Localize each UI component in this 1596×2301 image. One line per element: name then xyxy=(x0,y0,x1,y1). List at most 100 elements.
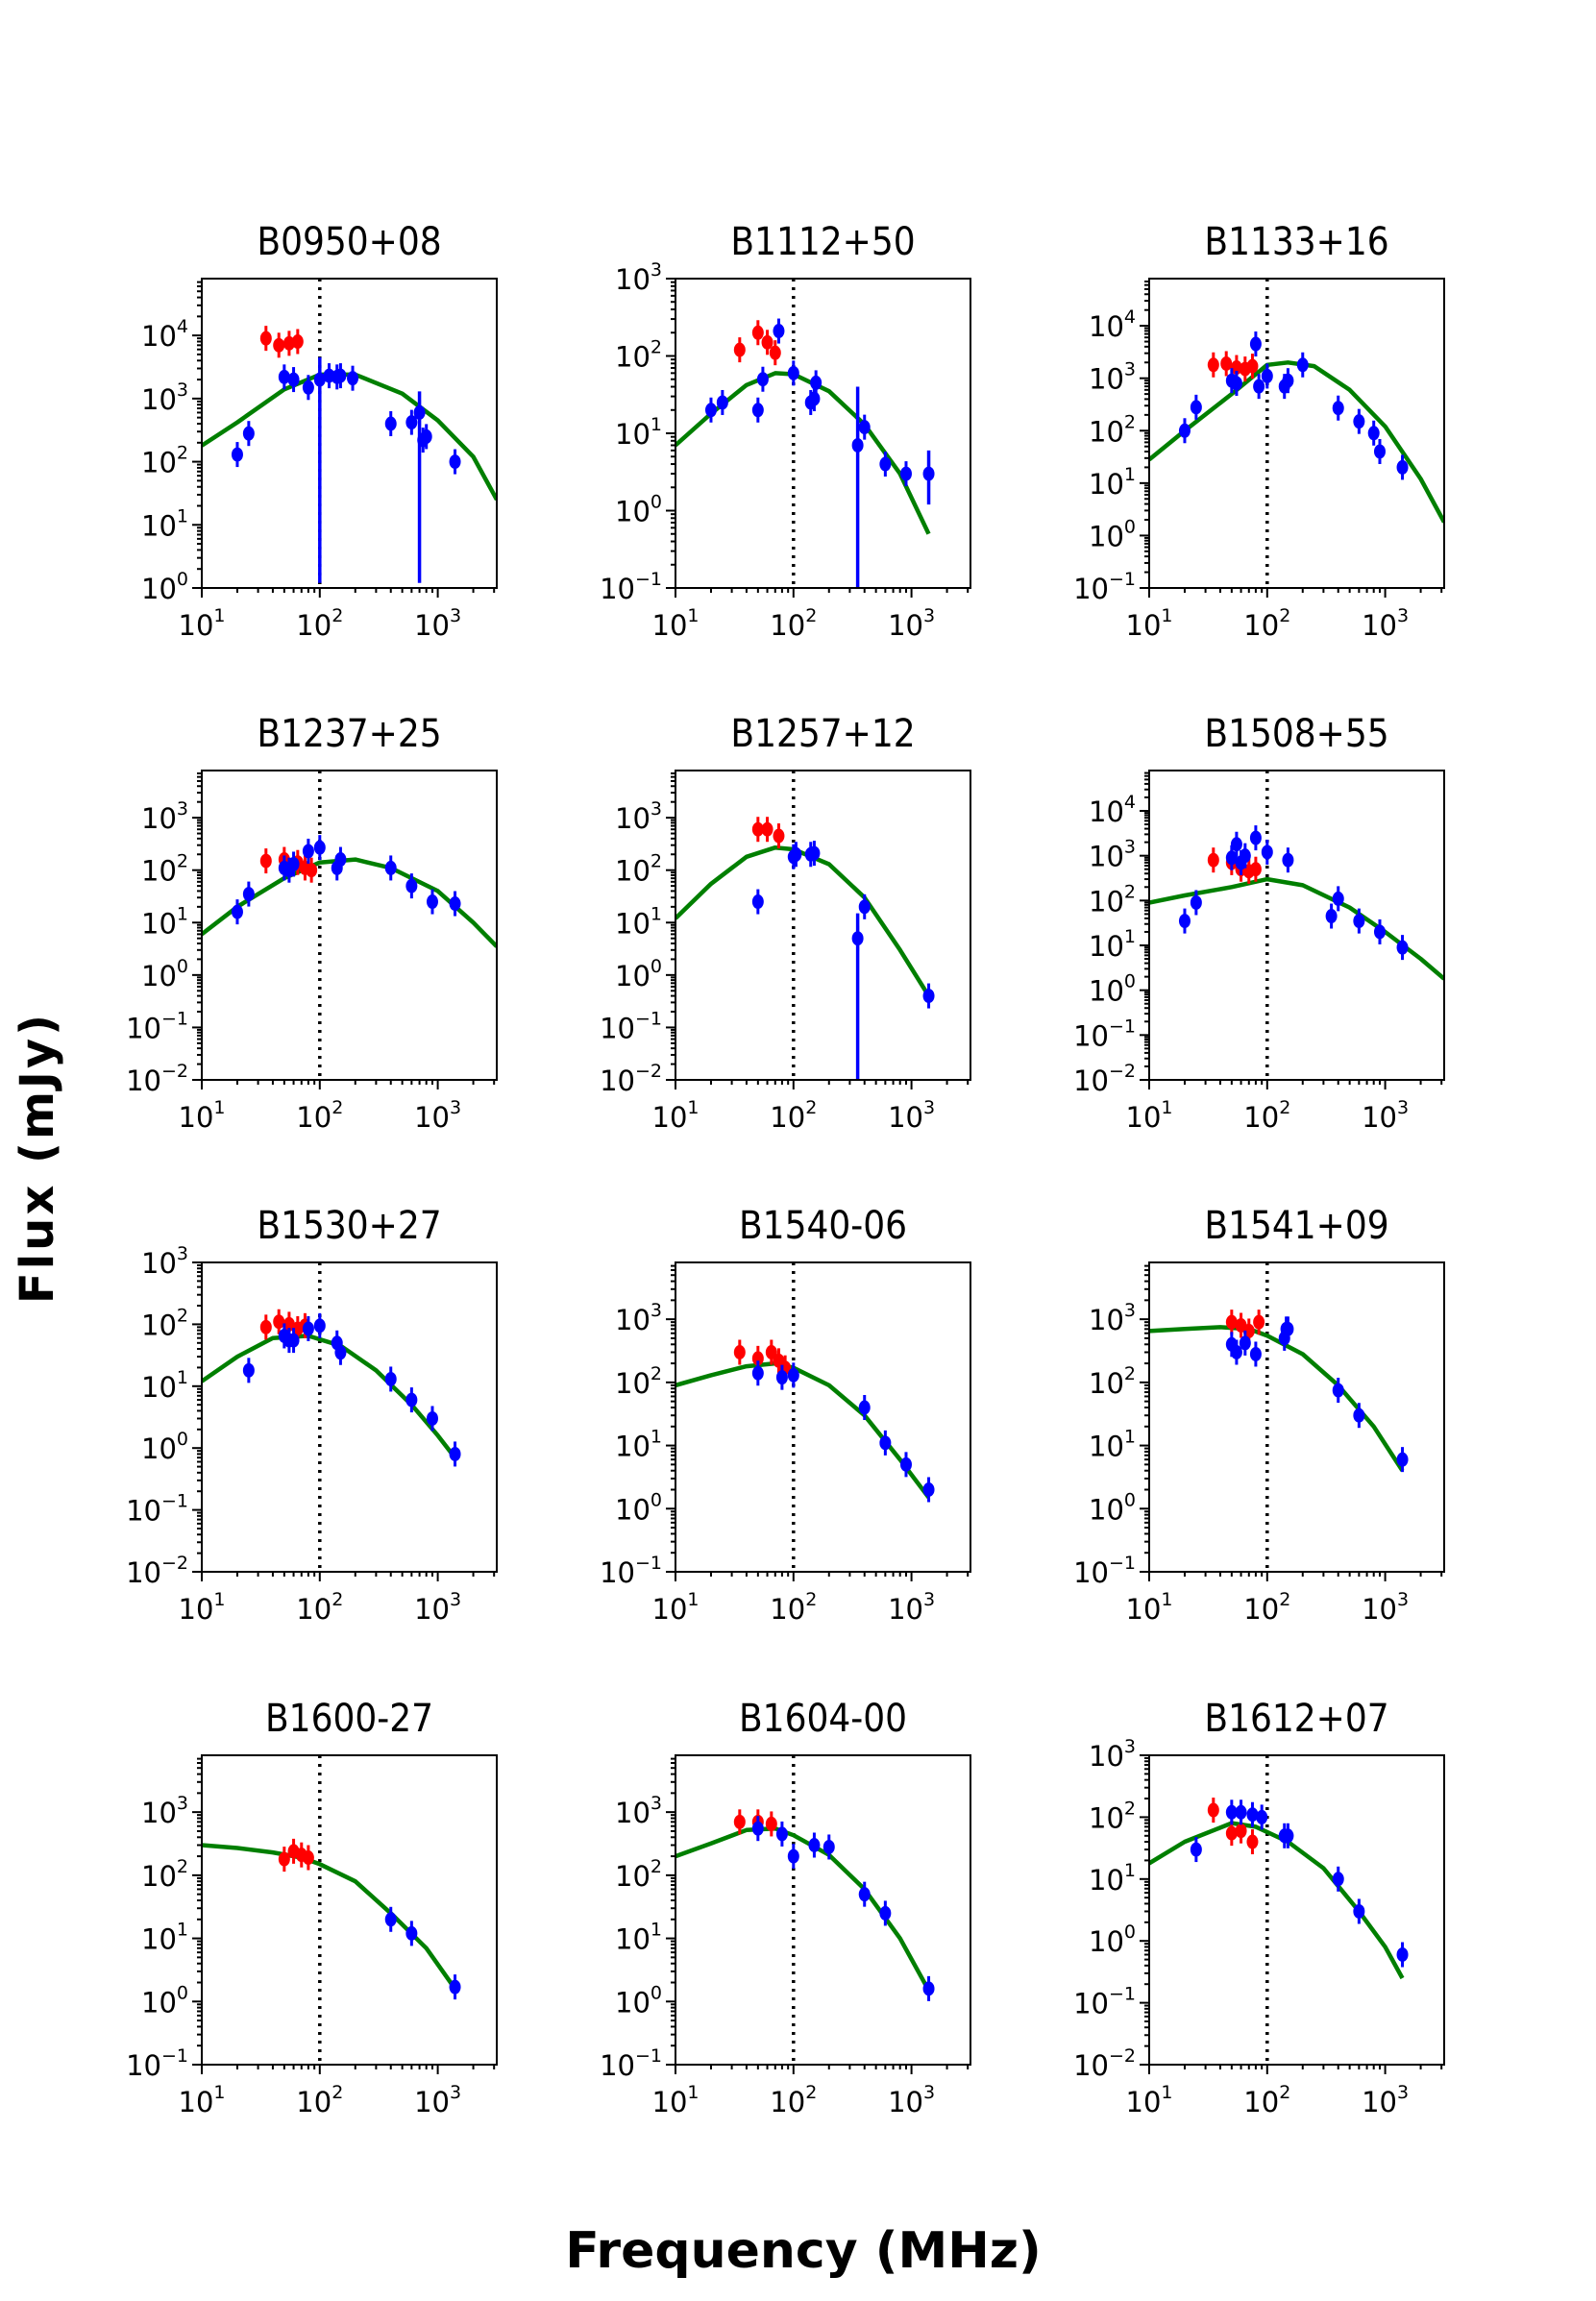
x-tick-label: 102 xyxy=(770,1589,817,1626)
literature-point xyxy=(287,1333,300,1348)
literature-point xyxy=(1230,376,1242,391)
lofar-point xyxy=(733,1814,746,1829)
literature-point xyxy=(449,1979,461,1995)
literature-point xyxy=(922,1482,935,1498)
lofar-point xyxy=(302,1850,314,1866)
literature-point xyxy=(751,1365,764,1381)
plot-area xyxy=(1149,279,1444,588)
panel-title: B1612+07 xyxy=(1204,1697,1388,1741)
y-tick-label: 104 xyxy=(1089,306,1136,343)
axes-frame xyxy=(675,770,971,1081)
literature-point xyxy=(1373,924,1386,940)
x-tick-label: 101 xyxy=(652,1097,700,1134)
literature-point xyxy=(1282,852,1294,868)
y-tick-label: 100 xyxy=(615,492,662,528)
fit-curve xyxy=(1149,876,1444,981)
literature-point xyxy=(1225,1804,1238,1820)
lofar-point xyxy=(306,863,318,878)
y-tick-label: 103 xyxy=(1089,837,1136,873)
y-tick-label: 100 xyxy=(1089,1489,1136,1526)
axes-frame xyxy=(201,770,498,1081)
y-tick-label: 102 xyxy=(1089,1798,1136,1834)
y-tick-label: 10−1 xyxy=(126,1491,188,1528)
literature-point xyxy=(405,415,418,430)
literature-point xyxy=(1225,850,1238,866)
plot-area xyxy=(1149,771,1444,1080)
literature-point xyxy=(334,1345,347,1360)
y-tick-label: 10−1 xyxy=(1073,1984,1136,2020)
literature-point xyxy=(1190,1842,1202,1857)
fit-curve xyxy=(675,845,931,997)
literature-point xyxy=(851,931,864,946)
panel-title: B1540-06 xyxy=(739,1204,907,1248)
literature-point xyxy=(879,456,892,472)
panel-b1600-27: B1600-27 101 102 103 10−1 100 101 102 103 xyxy=(126,1697,498,2118)
panel-title: B0950+08 xyxy=(257,220,441,264)
literature-point xyxy=(756,372,769,387)
y-tick-label: 102 xyxy=(1089,1363,1136,1400)
panel-title: B1133+16 xyxy=(1204,220,1388,264)
lofar-point xyxy=(761,334,773,350)
y-tick-label: 103 xyxy=(615,1793,662,1829)
x-tick-label: 103 xyxy=(1362,1097,1409,1134)
literature-point xyxy=(751,403,764,418)
literature-point xyxy=(405,878,418,893)
literature-point xyxy=(787,1848,799,1864)
literature-point xyxy=(1296,357,1309,373)
x-tick-label: 103 xyxy=(888,605,935,642)
y-tick-label: 102 xyxy=(615,851,662,888)
lofar-point xyxy=(761,821,773,837)
axes-frame xyxy=(1148,1754,1445,2066)
literature-point xyxy=(287,856,300,871)
lofar-point xyxy=(733,1345,746,1360)
y-tick-label: 101 xyxy=(615,1920,662,1956)
literature-point xyxy=(242,1362,255,1378)
literature-point xyxy=(302,1321,314,1336)
y-tick-label: 10−2 xyxy=(1073,1061,1136,1097)
literature-point xyxy=(704,403,717,418)
x-tick-label: 103 xyxy=(888,2082,935,2118)
x-tick-label: 102 xyxy=(1243,1589,1290,1626)
axes-frame xyxy=(201,278,498,589)
literature-point xyxy=(449,896,461,912)
panel-b1257-12: B1257+12 101 102 103 10−2 10−1 100 101 102 103 xyxy=(600,712,971,1134)
x-tick-label: 101 xyxy=(179,605,226,642)
x-tick-label: 101 xyxy=(652,1589,700,1626)
lofar-point xyxy=(1230,360,1242,376)
literature-point xyxy=(899,1456,912,1472)
literature-point xyxy=(858,1887,871,1902)
plot-area xyxy=(202,1262,461,1572)
literature-point xyxy=(1353,914,1365,929)
y-tick-label: 102 xyxy=(615,1856,662,1893)
y-tick-label: 103 xyxy=(1089,1300,1136,1336)
y-tick-label: 102 xyxy=(141,851,188,888)
plot-area xyxy=(675,771,935,1080)
fit-curve xyxy=(675,1825,931,1992)
literature-point xyxy=(823,1839,835,1854)
plot-area xyxy=(202,279,497,588)
plot-area xyxy=(1149,1262,1409,1572)
literature-point xyxy=(426,894,438,910)
literature-point xyxy=(899,466,912,481)
lofar-point xyxy=(1207,1802,1219,1818)
y-tick-label: 103 xyxy=(1089,1736,1136,1773)
literature-point xyxy=(858,420,871,435)
lofar-point xyxy=(273,337,285,353)
literature-point xyxy=(1396,1946,1409,1962)
lofar-point xyxy=(1246,358,1259,374)
lofar-point xyxy=(765,1816,777,1831)
literature-point xyxy=(787,365,799,380)
lofar-point xyxy=(733,342,746,357)
panel-b1133-16: B1133+16 101 102 103 10−1 100 101 102 103 104 xyxy=(1073,220,1445,642)
literature-point xyxy=(384,1371,397,1386)
axes-frame xyxy=(1148,770,1445,1081)
x-tick-label: 102 xyxy=(770,2082,817,2118)
lofar-point xyxy=(751,821,764,837)
literature-point xyxy=(1256,1809,1268,1824)
x-tick-label: 101 xyxy=(179,1097,226,1134)
literature-point xyxy=(1239,848,1251,864)
literature-point xyxy=(1261,368,1273,383)
plot-area xyxy=(202,771,497,1080)
y-tick-label: 100 xyxy=(615,1489,662,1526)
literature-point xyxy=(242,426,255,441)
